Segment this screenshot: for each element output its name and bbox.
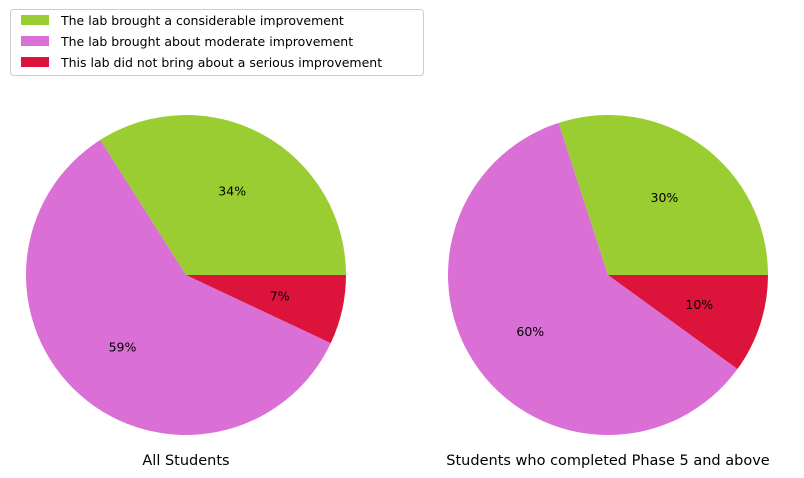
slice-all-moderate — [25, 139, 331, 436]
legend-entry-considerable: The lab brought a considerable improveme… — [21, 13, 344, 28]
legend-entry-moderate: The lab brought about moderate improveme… — [21, 34, 353, 49]
legend-label-moderate: The lab brought about moderate improveme… — [60, 34, 353, 49]
legend-swatch-considerable — [21, 15, 49, 25]
legend-entry-no-improvement: This lab did not bring about a serious i… — [21, 55, 382, 70]
slice-all-no-improvement — [186, 275, 346, 344]
slice-phase5-no-improvement — [608, 275, 768, 370]
pie-all-students: 34% 59% 7% All Students — [25, 115, 347, 469]
legend-swatch-moderate — [21, 36, 49, 46]
label-phase5-considerable: 30% — [651, 190, 679, 205]
legend-label-considerable: The lab brought a considerable improveme… — [60, 13, 344, 28]
legend-label-no-improvement: This lab did not bring about a serious i… — [60, 55, 382, 70]
pie-title-all-students: All Students — [142, 453, 229, 469]
slice-all-considerable — [100, 115, 347, 275]
label-all-considerable: 34% — [218, 183, 246, 198]
legend-swatch-no-improvement — [21, 57, 49, 67]
label-all-no-improvement: 7% — [270, 288, 290, 303]
label-phase5-no-improvement: 10% — [685, 297, 713, 312]
label-phase5-moderate: 60% — [516, 324, 544, 339]
label-all-moderate: 59% — [109, 340, 137, 355]
legend: The lab brought a considerable improveme… — [10, 9, 424, 76]
slice-phase5-moderate — [448, 122, 738, 435]
pie-phase5-students: 30% 60% 10% Students who completed Phase… — [446, 114, 770, 469]
slice-phase5-considerable — [558, 114, 768, 275]
legend-frame — [10, 9, 424, 76]
pie-title-phase5-students: Students who completed Phase 5 and above — [446, 453, 769, 469]
